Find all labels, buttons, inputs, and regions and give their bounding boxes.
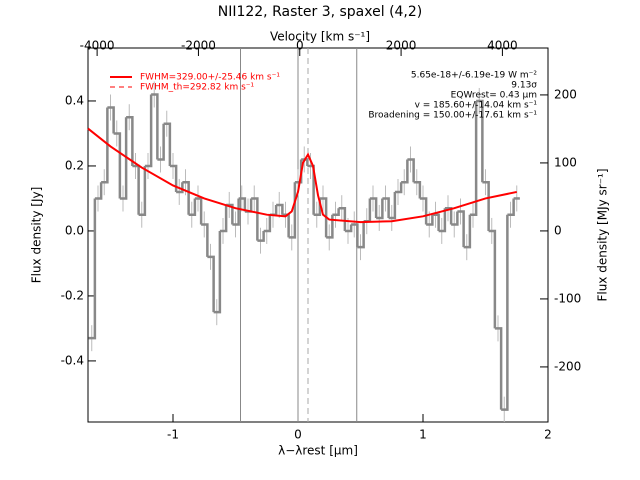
spectrum-step	[426, 214, 434, 226]
spectrum-step	[494, 327, 503, 410]
spectrum-step	[294, 159, 303, 184]
spectrum-step	[194, 197, 203, 225]
spectrum-step	[344, 224, 353, 233]
x-axis-label: λ−λrest [μm]	[278, 444, 358, 458]
x-tick-label: 1	[419, 428, 427, 442]
x2-tick-label: -4000	[80, 39, 115, 53]
y-tick-label: 0.2	[65, 158, 84, 172]
spectrum-step	[232, 198, 240, 226]
spectrum-step	[507, 198, 515, 216]
spectrum-step	[176, 182, 184, 194]
y-axis-label: Flux density [Jy]	[30, 187, 44, 284]
y-tick-label: -0.2	[61, 288, 84, 302]
x2-tick-label: 4000	[487, 39, 518, 53]
spectrum-step	[388, 191, 397, 220]
spectrum-step	[113, 132, 122, 199]
x2-axis-label: Velocity [km s⁻¹]	[270, 30, 370, 44]
chart-title: NII122, Raster 3, spaxel (4,2)	[218, 4, 423, 20]
spectrum-step	[338, 206, 347, 231]
spectrum-step	[332, 208, 340, 216]
spectrum-step	[301, 158, 309, 166]
spectrum-step	[401, 159, 409, 184]
spectrum-step	[188, 198, 197, 216]
annotation: 9.13σ	[511, 81, 537, 91]
y2-tick-label: 100	[554, 155, 577, 169]
x-tick-label: 0	[294, 428, 302, 442]
spectrum-step	[88, 198, 97, 340]
spectrum-step	[413, 180, 422, 199]
y2-tick-label: 200	[554, 87, 577, 101]
y-tick-label: 0.4	[65, 93, 84, 107]
spectrum-step	[119, 117, 128, 200]
spectrum-step	[357, 221, 365, 249]
spectrum-step	[463, 214, 472, 249]
spectrum-step	[238, 197, 247, 212]
spectrum-step	[501, 214, 509, 411]
y2-tick-label: 0	[554, 223, 562, 237]
x2-tick-label: 0	[296, 39, 304, 53]
spectrum-step	[319, 197, 328, 238]
spectrum-step	[469, 100, 478, 216]
spectrum-step	[276, 203, 284, 215]
spectrum-step	[163, 122, 172, 166]
spectrum-step	[432, 213, 440, 231]
spectrum-step	[376, 198, 384, 220]
y2-tick-label: -200	[554, 359, 581, 373]
spectrum-step	[94, 182, 103, 200]
spectrum-step	[126, 115, 134, 166]
spectrum-step	[101, 107, 109, 184]
spectrum-step	[263, 214, 272, 233]
spectrum-step	[382, 197, 390, 218]
y-tick-label: 0.0	[65, 223, 84, 237]
fit-line	[87, 127, 517, 224]
legend-label: FWHM_th=292.82 km s⁻¹	[140, 83, 255, 93]
x-tick-label: 2	[544, 428, 552, 442]
spectrum-step	[438, 208, 447, 233]
spectrum-step	[482, 180, 490, 231]
annotation: 5.65e-18+/-6.19e-19 W m⁻²	[411, 71, 538, 81]
spectrum-step	[107, 106, 115, 134]
y-tick-label: -0.4	[61, 353, 84, 367]
spectrum-step	[351, 223, 359, 248]
x-tick-label: -1	[167, 428, 179, 442]
annotation: Broadening = 150.00+/-17.61 km s⁻¹	[368, 111, 537, 121]
x2-tick-label: -2000	[181, 39, 216, 53]
spectrum-step	[157, 123, 165, 161]
legend-label: FWHM=329.00+/-25.46 km s⁻¹	[140, 73, 280, 83]
spectrum-step	[201, 223, 209, 257]
spectrum-step	[251, 197, 259, 241]
spectrum-step	[213, 230, 222, 314]
spectrum-step	[219, 204, 228, 233]
spectrum-step	[476, 99, 484, 183]
spectrum-step	[169, 164, 178, 192]
annotation: v = 185.60+/-14.04 km s⁻¹	[415, 101, 538, 111]
annotation: EQWrest= 0.43 μm	[451, 91, 537, 101]
spectrum-step	[488, 229, 497, 329]
plot-frame	[87, 47, 549, 423]
y2-axis-label: Flux density [MJy sr⁻¹]	[596, 168, 610, 301]
spectrum-step	[138, 165, 147, 216]
spectrum-step	[144, 94, 153, 168]
spectrum-step	[457, 210, 465, 248]
spectrum-step	[151, 93, 159, 160]
x2-tick-label: 2000	[386, 39, 417, 53]
spectrum-step	[369, 197, 378, 218]
spectrum-step	[182, 180, 190, 215]
spectrum-step	[407, 158, 415, 183]
spectrum-step	[207, 255, 215, 313]
spectrum-step	[326, 214, 334, 239]
spectrum-step	[257, 230, 265, 242]
y2-tick-label: -100	[554, 291, 581, 305]
spectrum-step	[451, 211, 459, 226]
spectrum-step	[394, 182, 403, 194]
